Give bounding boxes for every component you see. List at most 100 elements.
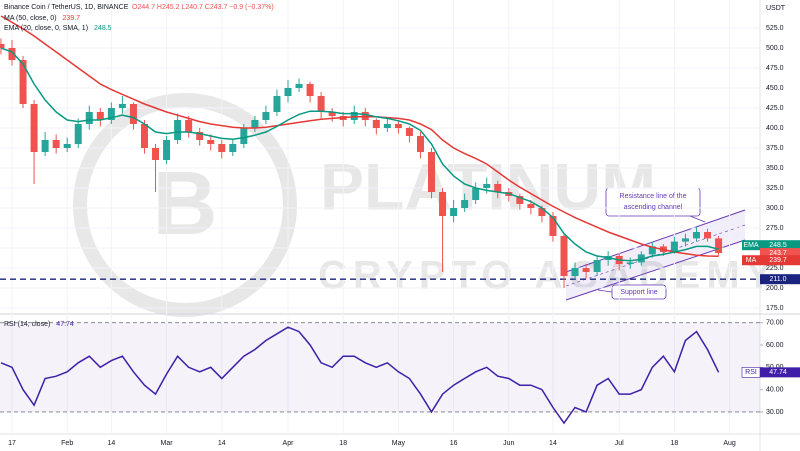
indicator-line [0, 47, 719, 262]
candle-body [704, 232, 712, 239]
candle-body [19, 60, 27, 104]
annotation-arrow [689, 215, 706, 223]
legend-value: 248.5 [94, 25, 112, 32]
badge-tag [742, 255, 760, 266]
y-tick-label: 40.00 [766, 386, 784, 393]
y-tick-label: 300.0 [766, 205, 784, 212]
candle-body [582, 268, 590, 272]
candle-body [472, 188, 480, 200]
x-tick-label: May [392, 440, 406, 447]
x-tick-label: 14 [218, 440, 226, 447]
candle-body [284, 88, 292, 96]
y-tick-label: 70.00 [766, 320, 784, 327]
y-tick-label: 60.00 [766, 342, 784, 349]
candle-body [0, 44, 5, 48]
legend-name: EMA (20, close, 0, SMA, 1) [4, 25, 88, 32]
x-tick-label: Mar [161, 440, 174, 447]
candle-body [483, 184, 491, 188]
candle-body [30, 104, 38, 152]
candle-body [251, 120, 259, 128]
candle-body [416, 136, 424, 152]
candle-body [593, 260, 601, 272]
candle-body [571, 268, 579, 276]
x-tick-label: 16 [450, 440, 458, 447]
candle-body [516, 196, 524, 204]
price-badge-text: 248.5 [769, 242, 787, 249]
x-tick-label: Apr [283, 440, 295, 447]
badge-tag [742, 240, 760, 251]
candle-body [41, 140, 49, 152]
candle-body [8, 48, 16, 60]
candle-body [405, 128, 413, 136]
candle-body [670, 241, 678, 252]
candle-body [96, 112, 104, 120]
price-badge [760, 367, 800, 378]
annotation-text: ascending channel [624, 204, 683, 211]
y-tick-label: 225.0 [766, 265, 784, 272]
price-badge-text: 239.7 [769, 257, 787, 264]
candle-body [372, 120, 380, 128]
y-tick-label: 525.0 [766, 25, 784, 32]
candle-body [626, 262, 634, 264]
candle-body [262, 112, 270, 120]
candle-body [450, 208, 458, 216]
y-tick-label: 425.0 [766, 105, 784, 112]
legend-name: RSI (14, close) [4, 321, 50, 328]
candle-body [692, 232, 700, 239]
candle-body [174, 120, 182, 140]
candle-body [140, 124, 148, 148]
watermark-logo-letter: B [153, 154, 218, 254]
candle-body [637, 254, 645, 263]
candle-body [494, 184, 502, 192]
candle-body [439, 192, 447, 216]
candle-body [328, 112, 336, 116]
candle-body [240, 128, 248, 144]
x-tick-label: 18 [339, 440, 347, 447]
x-tick-label: 17 [8, 440, 16, 447]
candle-body [218, 144, 226, 152]
candle-body [361, 112, 369, 120]
candle-body [273, 96, 281, 112]
candle-body [295, 84, 303, 88]
candle-body [152, 148, 160, 160]
annotation-arrow [597, 289, 613, 293]
candle-body [163, 140, 171, 160]
candle-body [185, 120, 193, 132]
level-badge [760, 274, 800, 285]
candle-body [63, 144, 71, 148]
level-badge-text: 211.0 [770, 276, 787, 283]
badge-tag-text: MA [746, 257, 757, 264]
badge-tag-text: RSI [745, 369, 757, 376]
price-badge [760, 255, 800, 266]
y-tick-label: 275.0 [766, 225, 784, 232]
candle-body [394, 124, 402, 128]
candle-body [306, 84, 314, 96]
y-tick-label: 175.0 [766, 305, 784, 312]
y-tick-label: 375.0 [766, 145, 784, 152]
rsi-line [0, 326, 720, 425]
x-tick-label: Aug [723, 440, 736, 447]
y-tick-label: 450.0 [766, 85, 784, 92]
price-badge-text: 47.74 [769, 369, 787, 376]
badge-tag-text: EMA [743, 242, 759, 249]
x-tick-label: Feb [61, 440, 73, 447]
candle-body [196, 132, 204, 140]
candle-body [461, 200, 469, 208]
x-tick-label: 14 [107, 440, 115, 447]
watermark-text: CRYPTO ACADEMY [318, 254, 778, 298]
y-tick-label: 30.00 [766, 409, 784, 416]
candle-body [317, 96, 325, 112]
x-tick-label: Jun [503, 440, 514, 447]
rsi-band [0, 322, 760, 412]
annotation-text: Support line [620, 289, 657, 296]
y-tick-label: 400.0 [766, 125, 784, 132]
legend-value: 47.74 [56, 321, 74, 328]
candle-body [85, 112, 93, 124]
candle-body [207, 140, 215, 144]
x-tick-label: 14 [549, 440, 557, 447]
price-badge [760, 240, 800, 251]
y-tick-label: 500.0 [766, 45, 784, 52]
price-badge [760, 248, 800, 259]
